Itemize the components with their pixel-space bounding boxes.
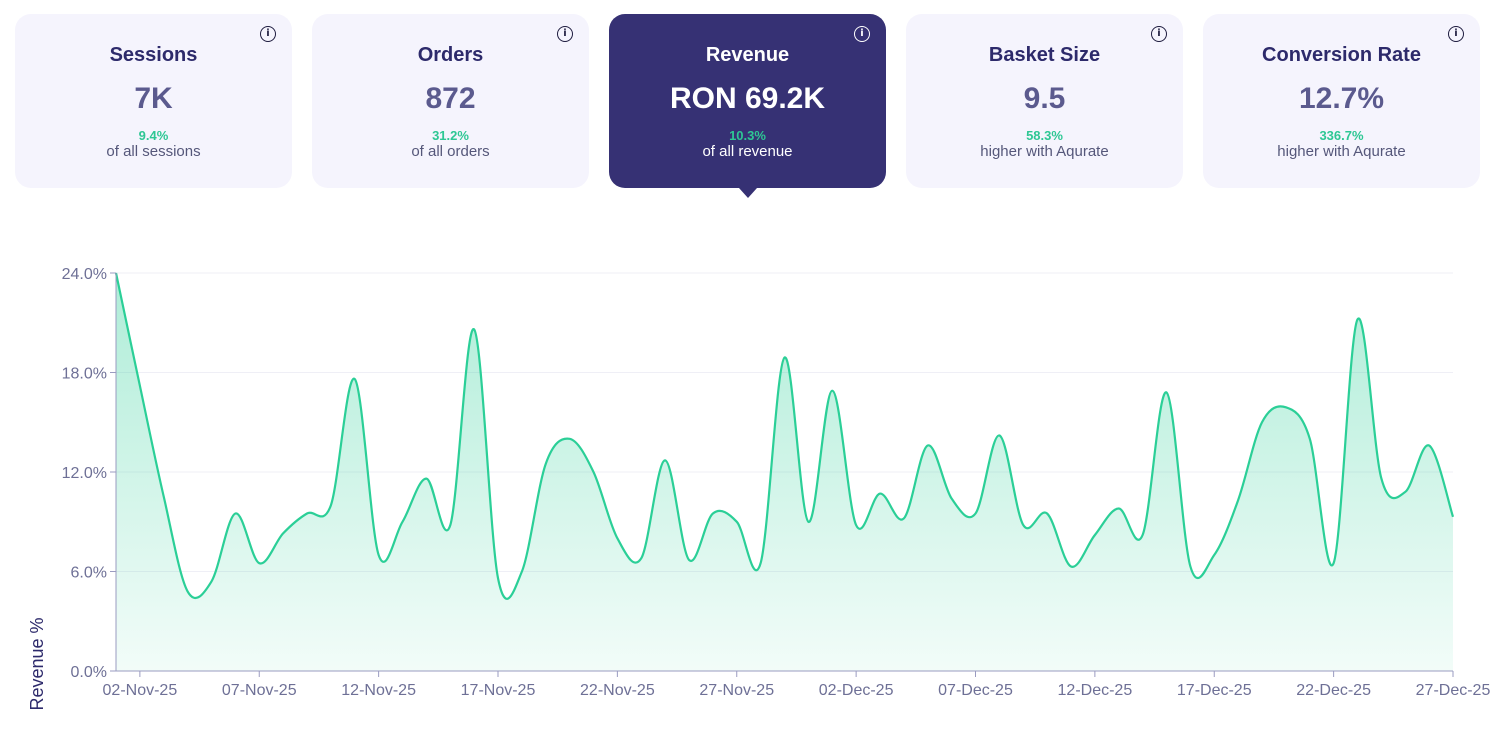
card-title: Basket Size: [988, 44, 1101, 66]
x-tick-label: 17-Dec-25: [1177, 682, 1252, 699]
info-circle-icon[interactable]: i: [1151, 26, 1167, 42]
y-tick-label: 6.0%: [71, 565, 107, 582]
x-tick-label: 07-Nov-25: [222, 682, 297, 699]
kpi-cards: i Sessions 7K 9.4% of all sessions i Ord…: [15, 14, 1480, 200]
x-tick-label: 22-Dec-25: [1296, 682, 1371, 699]
card-note: of all orders: [411, 143, 490, 160]
card-value: 7K: [134, 82, 173, 115]
x-tick-label: 17-Nov-25: [461, 682, 536, 699]
x-tick-label: 02-Dec-25: [819, 682, 894, 699]
info-circle-icon[interactable]: i: [260, 26, 276, 42]
info-circle-icon[interactable]: i: [854, 26, 870, 42]
card-conversion-rate[interactable]: i Conversion Rate 12.7% 336.7% higher wi…: [1203, 14, 1480, 188]
card-sessions[interactable]: i Sessions 7K 9.4% of all sessions: [15, 14, 292, 188]
x-tick-label: 12-Dec-25: [1058, 682, 1133, 699]
y-axis-ticks: 0.0% 6.0% 12.0% 18.0% 24.0%: [62, 266, 116, 681]
x-axis-ticks: 02-Nov-25 07-Nov-25 12-Nov-25 17-Nov-25 22-N…: [103, 671, 1491, 699]
card-value: RON 69.2K: [669, 82, 826, 115]
info-circle-icon[interactable]: i: [1448, 26, 1464, 42]
y-axis-label: Revenue %: [27, 617, 47, 710]
info-circle-icon[interactable]: i: [557, 26, 573, 42]
card-orders[interactable]: i Orders 872 31.2% of all orders: [312, 14, 589, 188]
x-tick-label: 27-Nov-25: [699, 682, 774, 699]
x-tick-label: 07-Dec-25: [938, 682, 1013, 699]
card-note: of all sessions: [106, 143, 201, 160]
y-tick-label: 18.0%: [62, 366, 107, 383]
card-note: higher with Aqurate: [980, 143, 1109, 160]
x-tick-label: 12-Nov-25: [341, 682, 416, 699]
y-tick-label: 24.0%: [62, 266, 107, 283]
card-value: 9.5: [1023, 82, 1066, 115]
x-tick-label: 27-Dec-25: [1416, 682, 1491, 699]
card-value: 12.7%: [1298, 82, 1385, 115]
x-tick-label: 02-Nov-25: [103, 682, 178, 699]
card-delta: 10.3%: [729, 128, 766, 143]
revenue-area: [116, 273, 1453, 671]
card-title: Revenue: [705, 44, 790, 66]
card-delta: 336.7%: [1319, 128, 1364, 143]
card-delta: 31.2%: [432, 128, 469, 143]
revenue-chart[interactable]: 0.0% 6.0% 12.0% 18.0% 24.0% 02-Nov-25 07-Nov-…: [0, 240, 1495, 738]
y-tick-label: 0.0%: [71, 664, 107, 681]
revenue-line-series[interactable]: [114, 272, 1455, 600]
card-title: Conversion Rate: [1262, 44, 1421, 66]
y-tick-label: 12.0%: [62, 465, 107, 482]
card-basket-size[interactable]: i Basket Size 9.5 58.3% higher with Aqur…: [906, 14, 1183, 188]
card-note: of all revenue: [702, 143, 793, 160]
card-value: 872: [425, 82, 476, 115]
active-card-pointer: [738, 188, 757, 198]
card-note: higher with Aqurate: [1277, 143, 1406, 160]
card-delta: 9.4%: [138, 128, 169, 143]
card-title: Orders: [417, 44, 484, 66]
x-tick-label: 22-Nov-25: [580, 682, 655, 699]
card-delta: 58.3%: [1026, 128, 1063, 143]
card-title: Sessions: [109, 44, 198, 66]
card-revenue[interactable]: i Revenue RON 69.2K 10.3% of all revenue: [609, 14, 886, 198]
